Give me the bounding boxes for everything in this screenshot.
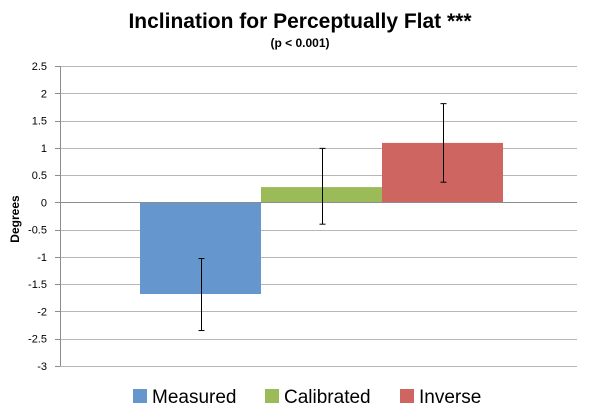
gridlines [55,66,577,367]
y-tick-label: 2.5 [32,61,47,73]
bar-inverse [382,142,503,203]
legend: Measured Calibrated Inverse [133,387,481,408]
y-tick-label: -0.5 [28,225,47,237]
chart-title: Inclination for Perceptually Flat *** [128,10,472,33]
legend-label-inverse: Inverse [419,387,481,408]
y-axis-ticks: 2.5 2 1.5 1 0.5 0 -0.5 -1 -1.5 -2 -2.5 -3 [28,61,47,373]
y-tick-label: 2 [41,88,47,100]
bars [140,142,503,294]
legend-label-calibrated: Calibrated [284,387,371,408]
y-tick-label: -2 [37,306,47,318]
y-tick-label: 1.5 [32,116,47,128]
legend-swatch-measured [133,389,147,403]
legend-swatch-inverse [400,389,414,403]
y-tick-label: -1.5 [28,279,47,291]
y-tick-label: 1 [41,143,47,155]
bar-measured [140,202,261,294]
error-bars [198,103,447,332]
y-tick-label: -2.5 [28,334,47,346]
legend-swatch-calibrated [265,389,279,403]
chart-subtitle: (p < 0.001) [270,36,329,50]
bar-calibrated [261,187,382,203]
legend-label-measured: Measured [152,387,237,408]
y-tick-label: 0.5 [32,170,47,182]
y-tick-label: 0 [41,197,47,209]
y-tick-label: -1 [37,252,47,264]
y-axis-label: Degrees [8,195,22,243]
y-tick-label: -3 [37,361,47,373]
